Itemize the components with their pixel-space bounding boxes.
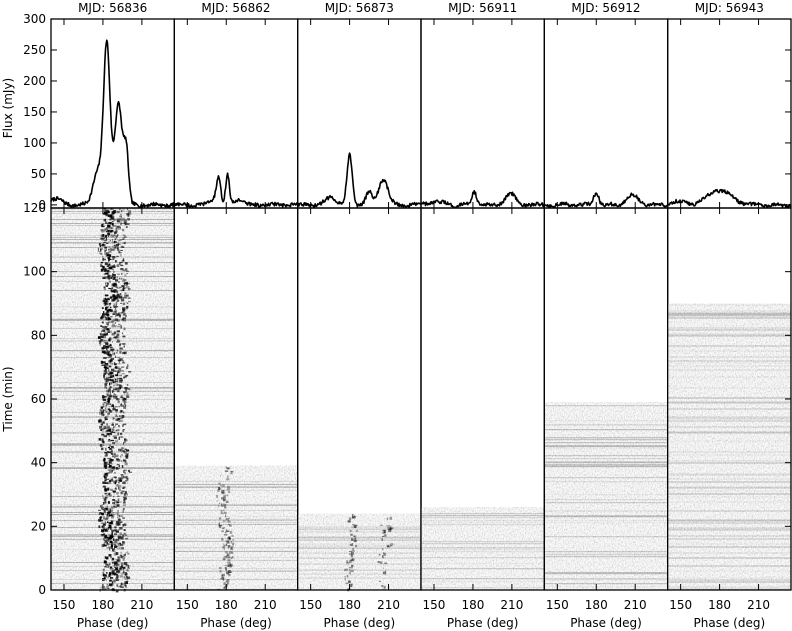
waterfall-noise xyxy=(421,507,545,590)
flux-tick-label: 50 xyxy=(31,167,46,181)
pulse-stripe xyxy=(216,466,235,591)
time-tick-label: 120 xyxy=(23,201,46,215)
time-tick-label: 80 xyxy=(31,328,46,342)
waterfall-subints xyxy=(421,513,545,589)
profile-line xyxy=(667,188,792,209)
pulse-stripe xyxy=(97,208,132,593)
waterfall-noise xyxy=(51,208,175,590)
x-tick-label: 180 xyxy=(585,598,608,612)
panel-title: MJD: 56943 xyxy=(695,1,764,15)
x-tick-label: 180 xyxy=(338,598,361,612)
panel-title: MJD: 56912 xyxy=(571,1,640,15)
x-tick-label: 180 xyxy=(215,598,238,612)
x-tick-label: 210 xyxy=(377,598,400,612)
flux-tick-label: 250 xyxy=(23,43,46,57)
profile-frame xyxy=(667,18,792,209)
waterfall-subints xyxy=(297,526,421,579)
profile-line xyxy=(420,189,546,209)
waterfall-subints xyxy=(667,304,791,590)
time-axis-label: Time (min) xyxy=(1,366,15,432)
x-tick-label: 150 xyxy=(53,598,76,612)
profile-frame xyxy=(420,18,545,209)
flux-tick-label: 200 xyxy=(23,74,46,88)
x-tick-label: 180 xyxy=(708,598,731,612)
x-tick-label: 180 xyxy=(91,598,114,612)
panel-title: MJD: 56836 xyxy=(78,1,147,15)
x-tick-label: 180 xyxy=(461,598,484,612)
time-tick-label: 100 xyxy=(23,265,46,279)
x-axis-label: Phase (deg) xyxy=(694,616,766,630)
x-axis-label: Phase (deg) xyxy=(447,616,519,630)
profile-line xyxy=(173,172,298,209)
x-tick-label: 210 xyxy=(624,598,647,612)
time-tick-label: 60 xyxy=(31,392,46,406)
waterfall-noise xyxy=(544,402,668,590)
flux-tick-label: 150 xyxy=(23,105,46,119)
panel-2: MJD: 56862 150 180 210 Phase (deg) xyxy=(173,1,299,630)
pulse-stripe xyxy=(344,513,394,592)
flux-tick-label: 100 xyxy=(23,136,46,150)
profile-line xyxy=(296,152,422,209)
time-tick-label: 0 xyxy=(38,583,46,597)
x-tick-label: 210 xyxy=(130,598,153,612)
x-tick-label: 150 xyxy=(423,598,446,612)
profile-frame xyxy=(50,18,175,209)
panel-5: MJD: 56912 150 180 210 Phase (deg) xyxy=(543,1,669,630)
flux-tick-label: 0 xyxy=(38,198,46,212)
time-tick-label: 20 xyxy=(31,519,46,533)
profile-line xyxy=(544,192,669,209)
x-axis-label: Phase (deg) xyxy=(77,616,149,630)
x-axis-label: Phase (deg) xyxy=(200,616,272,630)
waterfall-subints xyxy=(544,405,668,588)
flux-tick-label: 300 xyxy=(23,12,46,26)
profile-frame xyxy=(543,18,669,209)
panel-6: MJD: 56943 150 180 210 Phase (deg) xyxy=(667,1,792,630)
x-axis-label: Phase (deg) xyxy=(324,616,396,630)
profile-line xyxy=(50,39,176,209)
waterfall-noise xyxy=(297,513,421,590)
x-tick-label: 210 xyxy=(254,598,277,612)
x-tick-label: 210 xyxy=(500,598,523,612)
panel-title: MJD: 56862 xyxy=(201,1,270,15)
x-tick-label: 150 xyxy=(176,598,199,612)
profile-frame xyxy=(297,18,422,209)
x-axis-label: Phase (deg) xyxy=(570,616,642,630)
flux-axis-label: Flux (mJy) xyxy=(1,78,15,138)
panel-3: MJD: 56873 150 180 210 Phase (deg) xyxy=(296,1,422,630)
panel-title: MJD: 56911 xyxy=(448,1,517,15)
x-tick-label: 210 xyxy=(747,598,770,612)
panel-1: MJD: 56836 150 180 210 Phase (deg) xyxy=(50,1,176,630)
x-tick-label: 150 xyxy=(299,598,322,612)
x-tick-label: 150 xyxy=(669,598,692,612)
profile-frame xyxy=(173,18,299,209)
time-tick-label: 40 xyxy=(31,456,46,470)
x-tick-label: 150 xyxy=(546,598,569,612)
waterfall-noise xyxy=(174,465,298,590)
waterfall-noise xyxy=(667,303,791,590)
panel-title: MJD: 56873 xyxy=(325,1,394,15)
panel-4: MJD: 56911 150 180 210 Phase (deg) xyxy=(420,1,546,630)
